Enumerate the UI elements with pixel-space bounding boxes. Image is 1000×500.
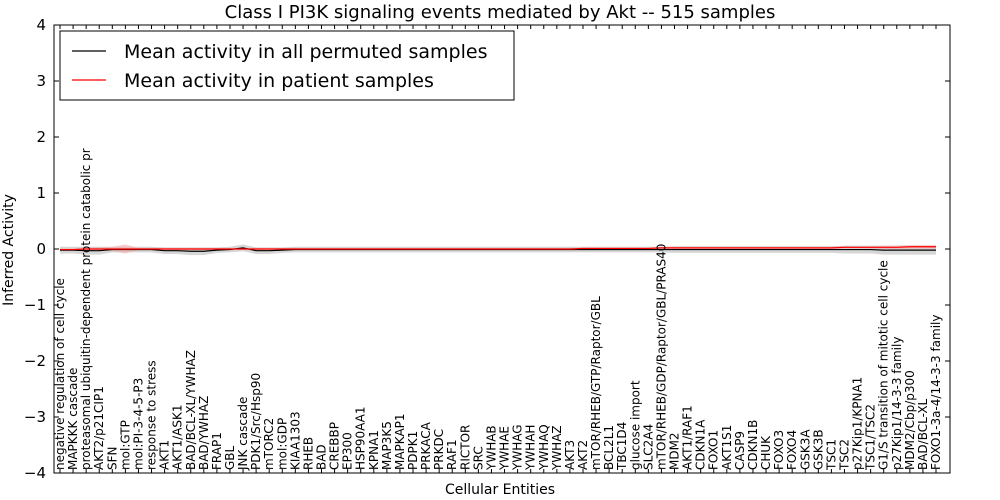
x-tick-label: BAD/BCL-XL/YWHAZ bbox=[184, 350, 198, 470]
x-tick-label: MAPKKK cascade bbox=[66, 368, 80, 470]
x-tick-label: proteasomal ubiquitin-dependent protein … bbox=[79, 148, 93, 470]
x-tick-label: YWHAZ bbox=[550, 425, 564, 471]
x-tick-label: MAPKAP1 bbox=[393, 413, 407, 470]
x-tick-label: YWHAB bbox=[484, 425, 498, 471]
series-line-patient bbox=[60, 246, 936, 251]
chart-title: Class I PI3K signaling events mediated b… bbox=[225, 2, 776, 23]
x-tick-label: HSP90AA1 bbox=[354, 406, 368, 470]
x-tick-label: response to stress bbox=[145, 360, 159, 470]
x-tick-label: MDM2/Cbp/p300 bbox=[903, 370, 917, 470]
y-axis-label: Inferred Activity bbox=[1, 194, 17, 306]
x-tick-label: BAD/BCL-XL bbox=[916, 398, 930, 470]
x-tick-label: CREBBP bbox=[328, 422, 342, 470]
x-tick-label: SRC bbox=[471, 446, 485, 470]
x-tick-label: EP300 bbox=[341, 432, 355, 470]
x-tick-label: FRAP1 bbox=[210, 432, 224, 470]
x-tick-label: FOXO1-3a-4/14-3-3 family bbox=[929, 315, 943, 471]
x-tick-label: negative regulation of cell cycle bbox=[53, 278, 67, 470]
y-tick-label: 0 bbox=[36, 240, 46, 258]
y-tick-label: 4 bbox=[36, 16, 46, 34]
y-tick-label: 3 bbox=[36, 72, 46, 90]
x-tick-label: PDK1/Src/Hsp90 bbox=[249, 373, 263, 470]
x-tick-label: SLC2A4 bbox=[641, 424, 655, 470]
x-tick-label: TBC1D4 bbox=[615, 422, 629, 471]
x-tick-label: glucose import bbox=[628, 380, 642, 470]
x-tick-label: RICTOR bbox=[458, 425, 472, 470]
y-tick-label: 2 bbox=[36, 128, 46, 146]
x-tick-label: MDM2 bbox=[668, 432, 682, 470]
x-tick-label: TSC1 bbox=[824, 439, 838, 471]
x-tick-label: AKT2 bbox=[576, 440, 590, 470]
y-tick-label: −4 bbox=[24, 464, 46, 482]
x-tick-label: CDKN1A bbox=[694, 419, 708, 470]
series-lines bbox=[60, 246, 936, 252]
x-tick-label: TSC2 bbox=[837, 439, 851, 471]
x-tick-label: FOXO4 bbox=[785, 430, 799, 470]
x-tick-label: p27Kip1/KPNA1 bbox=[851, 377, 865, 470]
x-tick-label: YWHAQ bbox=[537, 424, 551, 471]
x-tick-label: YWHAG bbox=[511, 424, 525, 471]
x-tick-label: AKT2/p21CIP1 bbox=[92, 386, 106, 470]
legend-label-patient: Mean activity in patient samples bbox=[124, 70, 434, 92]
x-tick-label: AKT1/ASK1 bbox=[171, 405, 185, 470]
x-tick-label: RAF1 bbox=[445, 439, 459, 470]
y-tick-label: −2 bbox=[24, 352, 46, 370]
x-tick-label: CHUK bbox=[759, 435, 773, 470]
x-tick-label: BCL2L1 bbox=[602, 425, 616, 470]
x-tick-label: JNK cascade bbox=[236, 397, 250, 471]
x-tick-label: mTOR/RHEB/GDP/Raptor/GBL/PRAS40 bbox=[654, 244, 668, 470]
x-tick-label: mol:GDP bbox=[275, 418, 289, 470]
x-tick-label: YWHAH bbox=[524, 425, 538, 471]
x-tick-label: BAD/YWHAZ bbox=[197, 396, 211, 470]
x-tick-label: TSC1/TSC2 bbox=[864, 404, 878, 471]
x-tick-label: SFN bbox=[105, 447, 119, 471]
y-tick-label: 1 bbox=[36, 184, 46, 202]
x-tick-label: G1/S transition of mitotic cell cycle bbox=[877, 260, 891, 470]
x-tick-label: PRKDC bbox=[432, 429, 446, 470]
x-tick-label: RHEB bbox=[301, 437, 315, 470]
x-tick-label: KIAA1303 bbox=[288, 411, 302, 470]
y-axis-ticks: −4 −3 −2 −1 0 1 2 3 4 bbox=[24, 16, 950, 482]
x-tick-label: mol:PI-3-4-5-P3 bbox=[131, 378, 145, 470]
x-axis-label: Cellular Entities bbox=[445, 482, 555, 498]
x-tick-label: PDPK1 bbox=[406, 431, 420, 470]
x-tick-label: KPNA1 bbox=[367, 430, 381, 470]
x-tick-label: mol:GTP bbox=[118, 420, 132, 470]
y-tick-label: −1 bbox=[24, 296, 46, 314]
x-tick-label: p27Kip1/14-3-3 family bbox=[890, 337, 904, 470]
x-tick-label: GSK3A bbox=[798, 429, 812, 470]
x-tick-label: mTORC2 bbox=[262, 418, 276, 470]
x-tick-label: YWHAE bbox=[498, 426, 512, 471]
legend: Mean activity in all permuted samples Me… bbox=[59, 30, 515, 101]
x-tick-label: AKT1/RAF1 bbox=[681, 405, 695, 470]
x-tick-label: BAD bbox=[314, 444, 328, 470]
legend-box bbox=[59, 30, 515, 101]
legend-label-permuted: Mean activity in all permuted samples bbox=[124, 41, 487, 63]
x-tick-label: PRKACA bbox=[419, 421, 433, 470]
x-tick-label: FOXO3 bbox=[772, 430, 786, 470]
x-tick-label: AKT1 bbox=[158, 440, 172, 470]
x-tick-label: CDKN1B bbox=[746, 420, 760, 470]
x-tick-label: CASP9 bbox=[733, 431, 747, 470]
x-tick-label: GSK3B bbox=[811, 429, 825, 470]
x-tick-label: GBL bbox=[223, 445, 237, 470]
x-tick-label: AKT3 bbox=[563, 440, 577, 470]
x-tick-label: mTOR/RHEB/GTP/Raptor/GBL bbox=[589, 296, 603, 470]
plot-area-frame bbox=[53, 24, 951, 474]
x-tick-label: AKT1S1 bbox=[720, 425, 734, 470]
x-tick-label: MAP3K5 bbox=[380, 421, 394, 470]
x-axis-ticks: negative regulation of cell cycle MAPKKK … bbox=[53, 25, 943, 473]
x-tick-label: FOXO1 bbox=[707, 430, 721, 470]
y-tick-label: −3 bbox=[24, 408, 46, 426]
